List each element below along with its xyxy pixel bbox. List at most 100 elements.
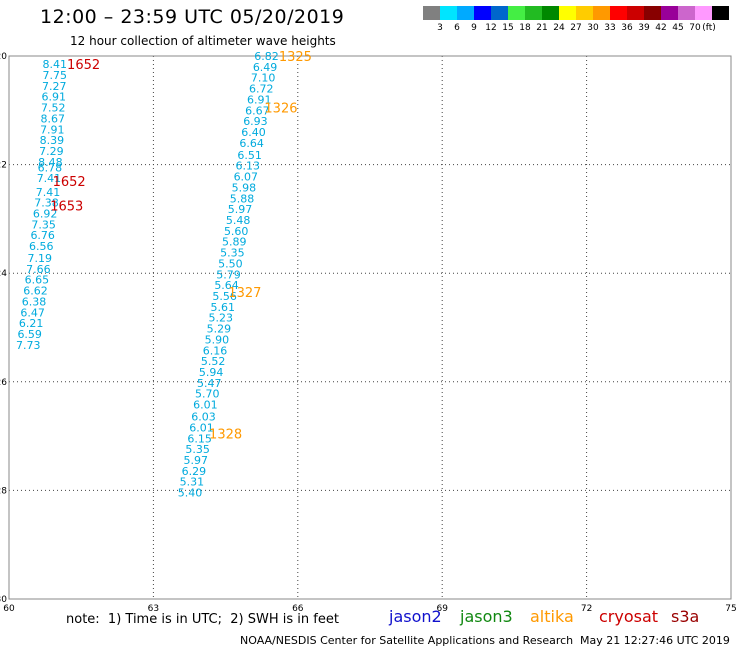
color-swatch bbox=[491, 6, 508, 20]
color-swatch bbox=[661, 6, 678, 20]
color-swatch bbox=[610, 6, 627, 20]
swh-value-label: 6.49 bbox=[253, 61, 278, 74]
color-swatch bbox=[593, 6, 610, 20]
x-tick-label: 63 bbox=[148, 604, 159, 614]
swh-value-label: 5.35 bbox=[220, 247, 245, 260]
y-tick-label: -28 bbox=[0, 486, 7, 496]
swh-value-label: 7.27 bbox=[42, 80, 67, 93]
footer-note: note: 1) Time is in UTC; 2) SWH is in fe… bbox=[66, 612, 339, 627]
plot-frame bbox=[8, 55, 732, 600]
color-swatch bbox=[678, 6, 695, 20]
color-scale-label: 12 bbox=[485, 23, 497, 33]
color-swatch bbox=[627, 6, 644, 20]
pass-time-label: 1326 bbox=[264, 102, 297, 117]
x-tick-label: 72 bbox=[581, 604, 592, 614]
legend-altika: altika bbox=[530, 607, 574, 626]
y-tick-label: -22 bbox=[0, 161, 7, 171]
swh-value-label: 7.52 bbox=[41, 102, 66, 115]
chart-title: 12:00 – 23:59 UTC 05/20/2019 bbox=[40, 6, 345, 28]
color-scale-label: 42 bbox=[655, 23, 667, 33]
swh-value-label: 8.41 bbox=[42, 58, 67, 71]
swh-value-label: 6.51 bbox=[237, 149, 262, 162]
swh-value-label: 5.94 bbox=[199, 366, 224, 379]
swh-value-label: 8.39 bbox=[40, 134, 65, 147]
swh-value-label: 5.98 bbox=[232, 181, 257, 194]
color-scale-label: 30 bbox=[587, 23, 599, 33]
legend-jason3: jason3 bbox=[460, 607, 513, 626]
color-swatch bbox=[457, 6, 474, 20]
swh-value-label: 7.73 bbox=[16, 339, 41, 352]
swh-value-label: 7.35 bbox=[31, 218, 56, 231]
swh-value-label: 6.47 bbox=[20, 306, 45, 319]
swh-value-label: 6.78 bbox=[38, 161, 63, 174]
swh-value-label: 6.01 bbox=[189, 421, 214, 434]
color-swatch bbox=[423, 6, 440, 20]
swh-value-label: 5.52 bbox=[201, 355, 226, 368]
x-tick-label: 66 bbox=[292, 604, 304, 614]
color-swatch bbox=[559, 6, 576, 20]
color-scale-label: 33 bbox=[604, 23, 616, 33]
pass-time-label: 1653 bbox=[50, 199, 83, 214]
color-scale-label: 39 bbox=[638, 23, 650, 33]
swh-value-label: 5.90 bbox=[205, 333, 230, 346]
color-scale-label: 9 bbox=[471, 23, 477, 33]
swh-value-label: 5.64 bbox=[214, 279, 239, 292]
legend-jason2: jason2 bbox=[389, 607, 442, 626]
swh-value-label: 5.60 bbox=[224, 225, 249, 238]
swh-value-label: 7.66 bbox=[26, 263, 51, 276]
swh-value-label: 5.97 bbox=[184, 454, 209, 467]
pass-time-label: 1327 bbox=[228, 286, 261, 301]
swh-value-label: 7.29 bbox=[39, 145, 64, 158]
swh-value-label: 8.67 bbox=[41, 112, 66, 125]
swh-value-label: 8.48 bbox=[38, 156, 63, 169]
x-tick-label: 69 bbox=[436, 604, 448, 614]
swh-value-label: 6.40 bbox=[241, 126, 266, 139]
color-swatch bbox=[695, 6, 712, 20]
swh-value-label: 6.91 bbox=[247, 93, 272, 106]
x-tick-label: 60 bbox=[3, 604, 15, 614]
color-swatch bbox=[712, 6, 729, 20]
swh-value-label: 6.72 bbox=[249, 83, 274, 96]
color-swatch bbox=[644, 6, 661, 20]
swh-value-label: 5.50 bbox=[218, 257, 243, 270]
color-scale-label: 21 bbox=[536, 23, 548, 33]
swh-value-label: 5.31 bbox=[180, 476, 205, 489]
swh-value-label: 6.56 bbox=[29, 240, 54, 253]
swh-value-label: 6.64 bbox=[239, 137, 264, 150]
color-swatch bbox=[542, 6, 559, 20]
swh-value-label: 6.92 bbox=[33, 207, 58, 220]
color-scale-label: 24 bbox=[553, 23, 565, 33]
swh-value-label: 6.16 bbox=[203, 344, 228, 357]
swh-value-label: 7.91 bbox=[40, 123, 65, 136]
swh-value-label: 5.23 bbox=[209, 312, 234, 325]
color-scale-label: 70 bbox=[689, 23, 701, 33]
color-scale-label: 6 bbox=[454, 23, 460, 33]
swh-value-label: 7.10 bbox=[251, 72, 276, 85]
color-scale-label: 27 bbox=[570, 23, 582, 33]
color-scale-label: 3 bbox=[437, 23, 443, 33]
pass-time-label: 1652 bbox=[53, 175, 86, 190]
y-tick-label: -20 bbox=[0, 52, 7, 62]
legend-s3a: s3a bbox=[671, 607, 700, 626]
swh-value-label: 6.21 bbox=[19, 317, 44, 330]
color-swatch bbox=[440, 6, 457, 20]
swh-value-label: 7.41 bbox=[37, 172, 62, 185]
swh-value-label: 5.79 bbox=[216, 268, 241, 281]
swh-value-label: 6.38 bbox=[22, 295, 47, 308]
swh-value-label: 5.48 bbox=[226, 214, 251, 227]
swh-value-label: 7.41 bbox=[36, 186, 61, 199]
swh-value-label: 6.29 bbox=[182, 465, 207, 478]
swh-value-label: 6.07 bbox=[234, 171, 259, 184]
swh-value-label: 5.40 bbox=[178, 487, 203, 500]
color-swatch bbox=[508, 6, 525, 20]
swh-value-label: 5.61 bbox=[210, 301, 235, 314]
swh-value-label: 6.76 bbox=[30, 229, 55, 242]
color-scale-label: 45 bbox=[672, 23, 684, 33]
swh-value-label: 6.67 bbox=[245, 104, 270, 117]
swh-value-label: 6.62 bbox=[23, 285, 48, 298]
swh-value-label: 6.65 bbox=[25, 274, 50, 287]
y-tick-label: -24 bbox=[0, 269, 7, 279]
color-scale-label: 15 bbox=[502, 23, 514, 33]
swh-value-label: 7.19 bbox=[28, 252, 53, 265]
